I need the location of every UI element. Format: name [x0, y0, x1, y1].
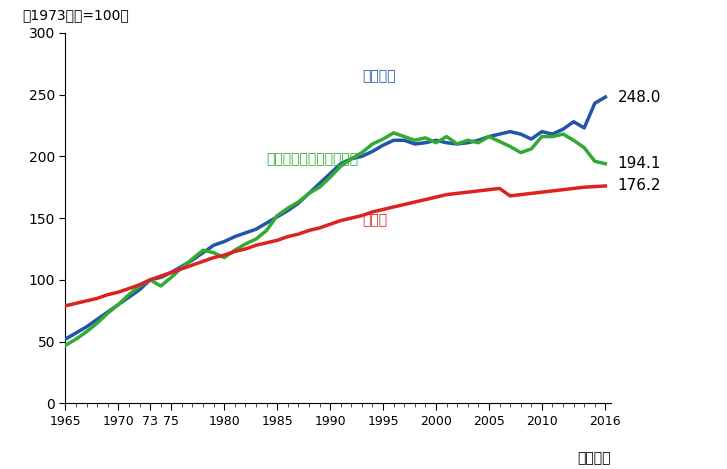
- Text: （年度）: （年度）: [577, 452, 611, 466]
- Text: （1973年度=100）: （1973年度=100）: [22, 8, 129, 22]
- Text: 194.1: 194.1: [618, 156, 661, 171]
- Text: 248.0: 248.0: [618, 90, 661, 105]
- Text: 家庭部門エネルギー消費: 家庭部門エネルギー消費: [267, 152, 358, 166]
- Text: 176.2: 176.2: [618, 179, 661, 194]
- Text: 世帯数: 世帯数: [362, 213, 387, 227]
- Text: 個人消費: 個人消費: [362, 69, 395, 83]
